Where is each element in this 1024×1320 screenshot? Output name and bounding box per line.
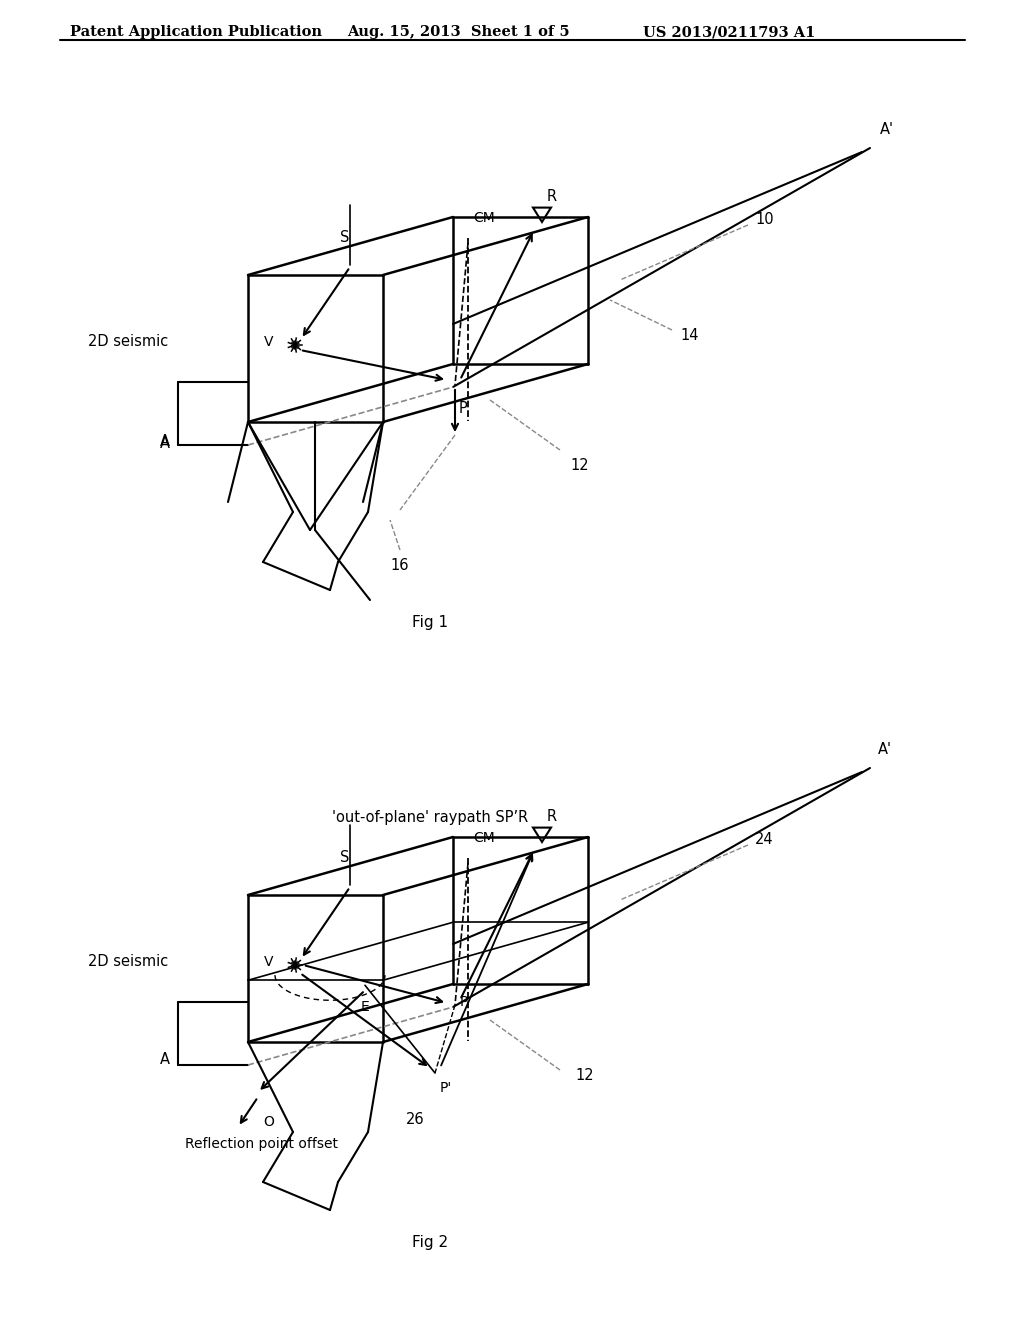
Text: 26: 26 — [406, 1113, 424, 1127]
Text: 'out-of-plane' raypath SP’R: 'out-of-plane' raypath SP’R — [332, 810, 528, 825]
Text: Fig 1: Fig 1 — [412, 615, 449, 630]
Text: 16: 16 — [391, 557, 410, 573]
Text: R: R — [547, 809, 557, 824]
Text: 14: 14 — [680, 327, 698, 342]
Text: A: A — [160, 436, 170, 450]
Text: V: V — [263, 954, 273, 969]
Text: A: A — [160, 434, 170, 450]
Text: S: S — [340, 230, 349, 246]
Text: 2D seismic: 2D seismic — [88, 954, 168, 969]
Text: V: V — [263, 335, 273, 348]
Text: Fig 2: Fig 2 — [412, 1234, 449, 1250]
Text: P: P — [459, 401, 468, 416]
Text: 10: 10 — [755, 213, 773, 227]
Text: CM: CM — [473, 832, 495, 845]
Text: CM: CM — [473, 211, 495, 224]
Text: 24: 24 — [755, 833, 773, 847]
Text: Patent Application Publication: Patent Application Publication — [70, 25, 322, 40]
Text: A': A' — [878, 742, 892, 756]
Text: 12: 12 — [575, 1068, 594, 1082]
Text: 2D seismic: 2D seismic — [88, 334, 168, 350]
Text: Aug. 15, 2013  Sheet 1 of 5: Aug. 15, 2013 Sheet 1 of 5 — [347, 25, 569, 40]
Text: R: R — [547, 189, 557, 205]
Text: P': P' — [440, 1081, 453, 1096]
Text: Reflection point offset: Reflection point offset — [185, 1137, 338, 1151]
Text: O: O — [263, 1115, 273, 1129]
Text: A: A — [160, 1052, 170, 1068]
Text: P: P — [460, 995, 468, 1008]
Text: S: S — [340, 850, 349, 865]
Text: E: E — [360, 1001, 370, 1014]
Text: US 2013/0211793 A1: US 2013/0211793 A1 — [643, 25, 815, 40]
Text: 12: 12 — [570, 458, 589, 473]
Text: A': A' — [880, 121, 894, 137]
